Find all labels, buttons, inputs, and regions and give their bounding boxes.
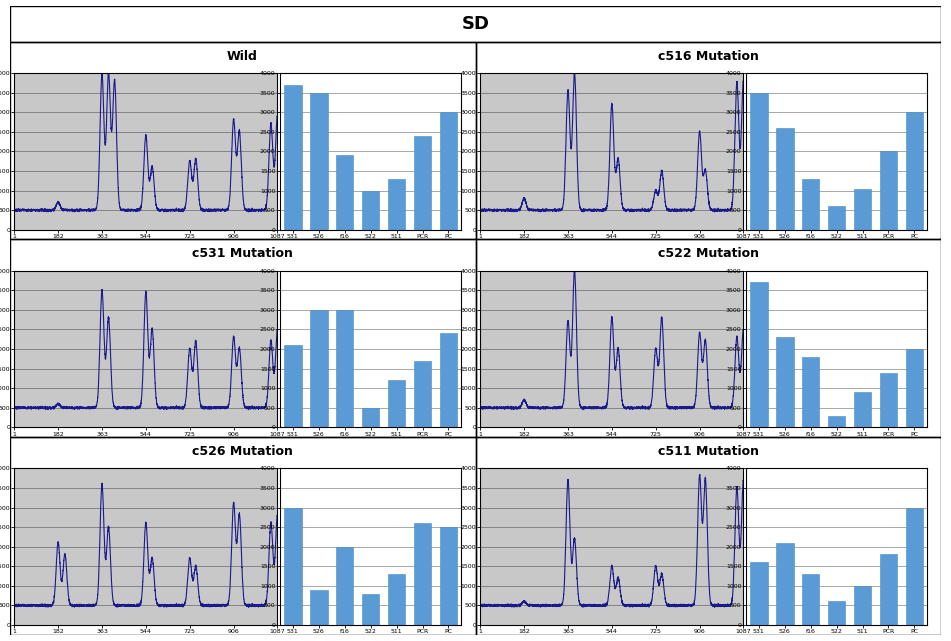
Bar xyxy=(880,372,898,428)
Text: c526 Mutation: c526 Mutation xyxy=(192,445,293,458)
Bar xyxy=(310,93,327,229)
Bar xyxy=(284,508,301,625)
Bar xyxy=(802,574,820,625)
Bar xyxy=(827,601,845,625)
Bar xyxy=(361,594,379,625)
Bar xyxy=(10,437,476,635)
Bar xyxy=(750,283,767,428)
Bar xyxy=(361,190,379,229)
Bar xyxy=(414,361,432,428)
Bar xyxy=(776,543,793,625)
Bar xyxy=(336,547,354,625)
Bar xyxy=(414,136,432,229)
Bar xyxy=(439,527,457,625)
Text: Wild: Wild xyxy=(227,49,258,63)
Bar xyxy=(284,85,301,229)
Bar xyxy=(880,554,898,625)
Text: c522 Mutation: c522 Mutation xyxy=(658,247,759,260)
Bar xyxy=(750,93,767,229)
Bar xyxy=(10,6,941,42)
Bar xyxy=(310,310,327,428)
Bar xyxy=(439,112,457,229)
Bar xyxy=(827,206,845,229)
Bar xyxy=(880,151,898,229)
Bar xyxy=(854,188,871,229)
Bar xyxy=(776,337,793,428)
Bar xyxy=(905,349,923,428)
Bar xyxy=(905,112,923,229)
Bar xyxy=(10,239,476,437)
Bar xyxy=(827,415,845,428)
Bar xyxy=(388,179,405,229)
Bar xyxy=(854,392,871,428)
Bar xyxy=(802,357,820,428)
Text: c531 Mutation: c531 Mutation xyxy=(192,247,293,260)
Bar xyxy=(336,310,354,428)
Bar xyxy=(439,333,457,428)
Bar xyxy=(284,345,301,428)
Bar xyxy=(854,586,871,625)
Bar xyxy=(336,155,354,229)
Bar xyxy=(388,574,405,625)
Bar xyxy=(388,380,405,428)
Bar xyxy=(10,42,476,239)
Bar xyxy=(476,42,941,239)
Bar xyxy=(476,239,941,437)
Bar xyxy=(802,179,820,229)
Bar xyxy=(361,408,379,428)
Bar xyxy=(310,590,327,625)
Text: c511 Mutation: c511 Mutation xyxy=(658,445,759,458)
Bar xyxy=(905,508,923,625)
Bar xyxy=(476,437,941,635)
Bar xyxy=(750,562,767,625)
Bar xyxy=(776,128,793,229)
Bar xyxy=(414,523,432,625)
Text: c516 Mutation: c516 Mutation xyxy=(658,49,759,63)
Text: SD: SD xyxy=(461,15,490,33)
